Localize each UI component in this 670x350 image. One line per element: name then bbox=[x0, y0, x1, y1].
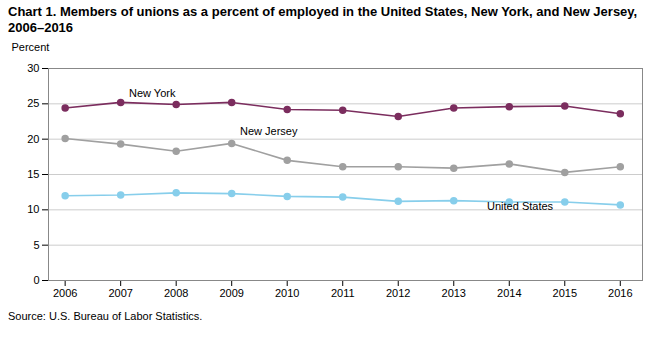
svg-text:2016: 2016 bbox=[608, 287, 632, 299]
svg-text:2015: 2015 bbox=[553, 287, 577, 299]
svg-text:5: 5 bbox=[33, 239, 39, 251]
html-text:Source: U.S. Bureau of Labor S: Source: U.S. Bureau of Labor Statistics. bbox=[8, 310, 203, 322]
svg-text:2006: 2006 bbox=[53, 287, 77, 299]
svg-text:2011: 2011 bbox=[331, 287, 355, 299]
svg-text:2010: 2010 bbox=[275, 287, 299, 299]
svg-text:2007: 2007 bbox=[108, 287, 132, 299]
svg-text:30: 30 bbox=[27, 62, 39, 74]
svg-text:2008: 2008 bbox=[164, 287, 188, 299]
svg-text:2013: 2013 bbox=[442, 287, 466, 299]
svg-text:20: 20 bbox=[27, 133, 39, 145]
svg-text:New Jersey: New Jersey bbox=[240, 125, 298, 137]
svg-text:Percent: Percent bbox=[12, 41, 50, 53]
svg-text:15: 15 bbox=[27, 168, 39, 180]
html-text:Chart 1. Members of unions as: Chart 1. Members of unions as a percent … bbox=[8, 4, 638, 35]
svg-text:0: 0 bbox=[33, 274, 39, 286]
svg-text:2012: 2012 bbox=[386, 287, 410, 299]
svg-text:10: 10 bbox=[27, 203, 39, 215]
svg-text:2014: 2014 bbox=[497, 287, 521, 299]
svg-text:2009: 2009 bbox=[219, 287, 243, 299]
svg-text:New York: New York bbox=[129, 87, 176, 99]
svg-text:25: 25 bbox=[27, 97, 39, 109]
svg-text:United States: United States bbox=[487, 200, 554, 212]
